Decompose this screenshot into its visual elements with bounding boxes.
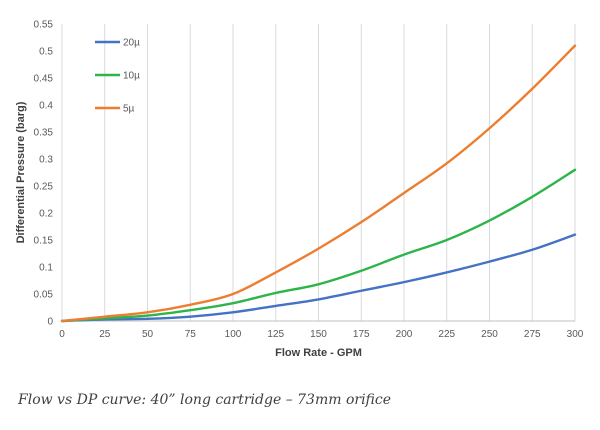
legend-label: 10µ (123, 71, 140, 82)
x-axis-title: Flow Rate - GPM (275, 347, 362, 359)
figure-caption: Flow vs DP curve: 40” long cartridge – 7… (18, 392, 392, 408)
y-tick-label: 0 (47, 317, 53, 328)
x-tick-label: 0 (59, 329, 65, 340)
x-tick-label: 25 (99, 329, 111, 340)
y-tick-label: 0.25 (34, 182, 54, 193)
x-tick-label: 125 (267, 329, 284, 340)
series-line-2 (60, 44, 577, 323)
y-tick-label: 0.1 (39, 263, 53, 274)
y-tick-label: 0.05 (34, 290, 54, 301)
x-tick-label: 300 (567, 329, 584, 340)
y-axis-title: Differential Pressure (barg) (15, 101, 27, 243)
y-tick-label: 0.3 (39, 155, 53, 166)
series-line-1 (60, 168, 577, 323)
legend-label: 5µ (123, 104, 135, 115)
gridlines (104, 24, 576, 321)
legend: 20µ 10µ 5µ (95, 38, 140, 115)
y-tick-label: 0.55 (34, 20, 54, 31)
x-tick-label: 150 (310, 329, 327, 340)
x-tick-label: 200 (396, 329, 413, 340)
x-tick-label: 50 (142, 329, 154, 340)
y-tick-label: 0.5 (39, 47, 53, 58)
x-tick-label: 75 (185, 329, 197, 340)
legend-label: 20µ (123, 38, 140, 49)
y-tick-label: 0.2 (39, 209, 53, 220)
y-tick-label: 0.35 (34, 128, 54, 139)
y-tick-label: 0.45 (34, 74, 54, 85)
x-tick-label: 175 (353, 329, 370, 340)
series-line-0 (60, 233, 577, 323)
line-chart: 0 25 50 75 100 125 150 175 200 225 250 275 300 0 0.05 0… (15, 20, 584, 360)
series-layer (60, 44, 577, 323)
y-tick-label: 0.4 (39, 101, 53, 112)
x-tick-label: 275 (524, 329, 541, 340)
y-tick-label: 0.15 (34, 236, 54, 247)
x-tick-label: 100 (225, 329, 242, 340)
chart-container: 0 25 50 75 100 125 150 175 200 225 250 275 300 0 0.05 0… (15, 20, 584, 360)
x-tick-label: 250 (481, 329, 498, 340)
axes: 0 25 50 75 100 125 150 175 200 225 250 275 300 0 0.05 0… (34, 20, 584, 341)
x-tick-label: 225 (438, 329, 455, 340)
